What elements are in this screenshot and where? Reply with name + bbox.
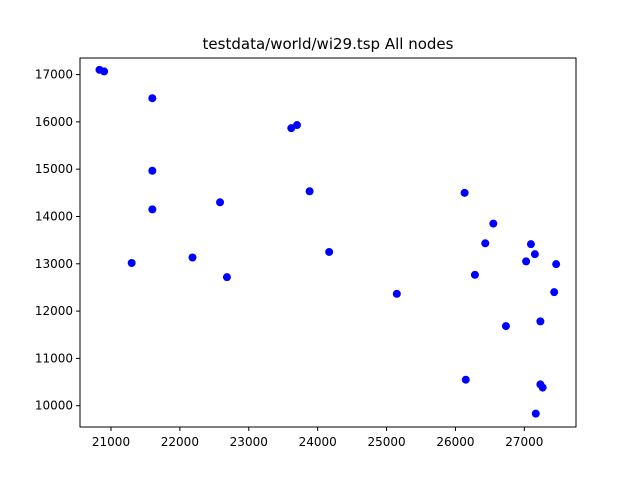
data-point [305,187,314,196]
data-point [536,317,545,326]
data-point [489,219,498,228]
data-point [531,409,540,418]
data-point [550,288,559,297]
y-tick-label: 12000 [35,304,73,318]
data-point [148,205,157,214]
data-point [522,257,531,266]
y-axis: 10000 11000 12000 13000 14000 15000 16000 17000 [35,68,80,413]
x-tick-label: 27000 [505,435,543,449]
y-tick-label: 16000 [35,115,73,129]
y-tick-label: 11000 [35,351,73,365]
data-point [188,253,197,262]
x-tick-label: 24000 [299,435,337,449]
data-point [481,239,490,248]
y-tick-label: 14000 [35,209,73,223]
data-point [530,250,539,259]
data-point [526,240,535,249]
x-tick-label: 22000 [161,435,199,449]
data-point [552,260,561,269]
y-tick-label: 15000 [35,162,73,176]
y-tick-label: 10000 [35,399,73,413]
x-axis: 21000 22000 23000 24000 25000 26000 27000 [92,427,543,449]
x-tick-label: 25000 [367,435,405,449]
data-point [293,121,301,130]
data-point [470,270,479,279]
data-point [461,375,470,384]
data-points [95,65,561,418]
data-point [392,289,401,298]
plot-area [79,57,577,428]
data-point [222,273,231,282]
data-point [501,322,510,331]
x-tick-label: 26000 [436,435,474,449]
data-point [148,94,157,103]
data-point [100,67,109,76]
y-tick-label: 17000 [35,68,73,82]
x-tick-label: 21000 [92,435,130,449]
data-point [148,166,157,175]
data-point [460,188,469,197]
chart-title: testdata/world/wi29.tsp All nodes [203,35,454,53]
data-point [216,198,225,207]
x-tick-label: 23000 [230,435,268,449]
data-point [325,247,334,256]
data-point [127,258,136,267]
data-point [538,383,547,392]
y-tick-label: 13000 [35,257,73,271]
